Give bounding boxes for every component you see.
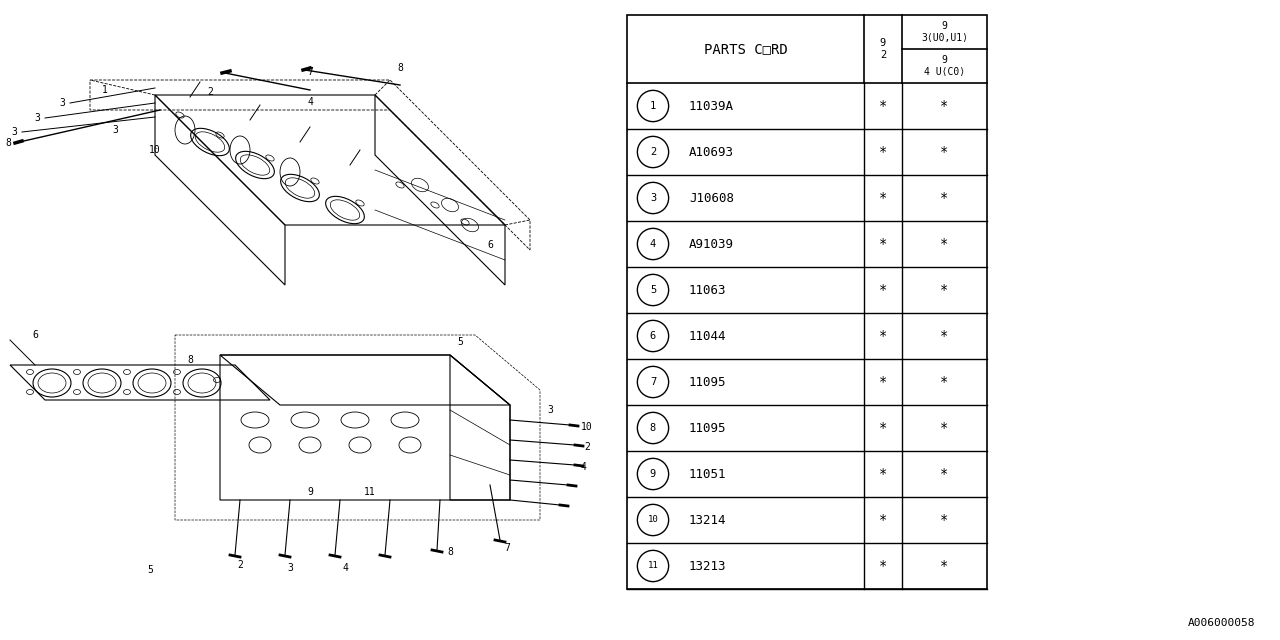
Text: 2: 2 [650,147,657,157]
Text: 11039A: 11039A [689,99,733,113]
Text: J10608: J10608 [689,191,733,205]
Text: 2: 2 [584,442,590,452]
Text: 5: 5 [147,565,152,575]
Text: 9
2: 9 2 [879,38,886,60]
Text: A006000058: A006000058 [1188,618,1254,628]
Text: 10: 10 [648,515,658,525]
Text: *: * [879,99,887,113]
Text: PARTS C□RD: PARTS C□RD [704,42,787,56]
Text: 8: 8 [187,355,193,365]
Text: 1: 1 [102,85,108,95]
Text: *: * [879,145,887,159]
Text: 5: 5 [650,285,657,295]
Text: 8: 8 [447,547,453,557]
Text: 9: 9 [650,469,657,479]
Text: *: * [879,329,887,343]
Text: *: * [941,559,948,573]
Text: *: * [879,559,887,573]
Text: *: * [941,283,948,297]
Text: 9: 9 [307,487,312,497]
Text: *: * [879,375,887,389]
Bar [627,15,987,589]
Text: 3: 3 [59,98,65,108]
Text: *: * [879,513,887,527]
Text: *: * [879,283,887,297]
Text: 9
3⟨U0,U1⟩: 9 3⟨U0,U1⟩ [922,21,968,43]
Text: 7: 7 [307,67,312,77]
Text: 3: 3 [35,113,40,123]
Text: 7: 7 [504,543,509,553]
Text: 8: 8 [5,138,12,148]
Text: 3: 3 [12,127,17,137]
Text: 3: 3 [547,405,553,415]
Text: 5: 5 [457,337,463,347]
Text: 4: 4 [580,462,586,472]
Text: 11051: 11051 [689,467,727,481]
Text: 11063: 11063 [689,284,727,296]
Text: 11095: 11095 [689,376,727,388]
Text: 13213: 13213 [689,559,727,573]
Text: A91039: A91039 [689,237,733,250]
Text: *: * [941,513,948,527]
Text: 4: 4 [650,239,657,249]
Text: *: * [941,467,948,481]
Text: 6: 6 [650,331,657,341]
Text: 4: 4 [307,97,312,107]
Text: 8: 8 [397,63,403,73]
Text: *: * [941,145,948,159]
Text: *: * [941,191,948,205]
Text: 3: 3 [650,193,657,203]
Text: 11: 11 [648,561,658,570]
Text: *: * [941,99,948,113]
Text: *: * [879,421,887,435]
Text: 11095: 11095 [689,422,727,435]
Text: 3: 3 [113,125,118,135]
Text: *: * [941,375,948,389]
Text: 10: 10 [581,422,593,432]
Text: 3: 3 [287,563,293,573]
Text: 7: 7 [650,377,657,387]
Text: *: * [879,237,887,251]
Text: 9
4 U⟨C0⟩: 9 4 U⟨C0⟩ [924,55,965,77]
Text: *: * [879,191,887,205]
Text: 1: 1 [650,101,657,111]
Text: 8: 8 [650,423,657,433]
Text: 2: 2 [207,87,212,97]
Text: *: * [879,467,887,481]
Text: 2: 2 [237,560,243,570]
Text: *: * [941,237,948,251]
Text: A10693: A10693 [689,145,733,159]
Text: 4: 4 [342,563,348,573]
Text: 13214: 13214 [689,513,727,527]
Text: 11044: 11044 [689,330,727,342]
Text: *: * [941,329,948,343]
Text: 10: 10 [150,145,161,155]
Text: 11: 11 [364,487,376,497]
Text: 6: 6 [488,240,493,250]
Text: *: * [941,421,948,435]
Text: 6: 6 [32,330,38,340]
